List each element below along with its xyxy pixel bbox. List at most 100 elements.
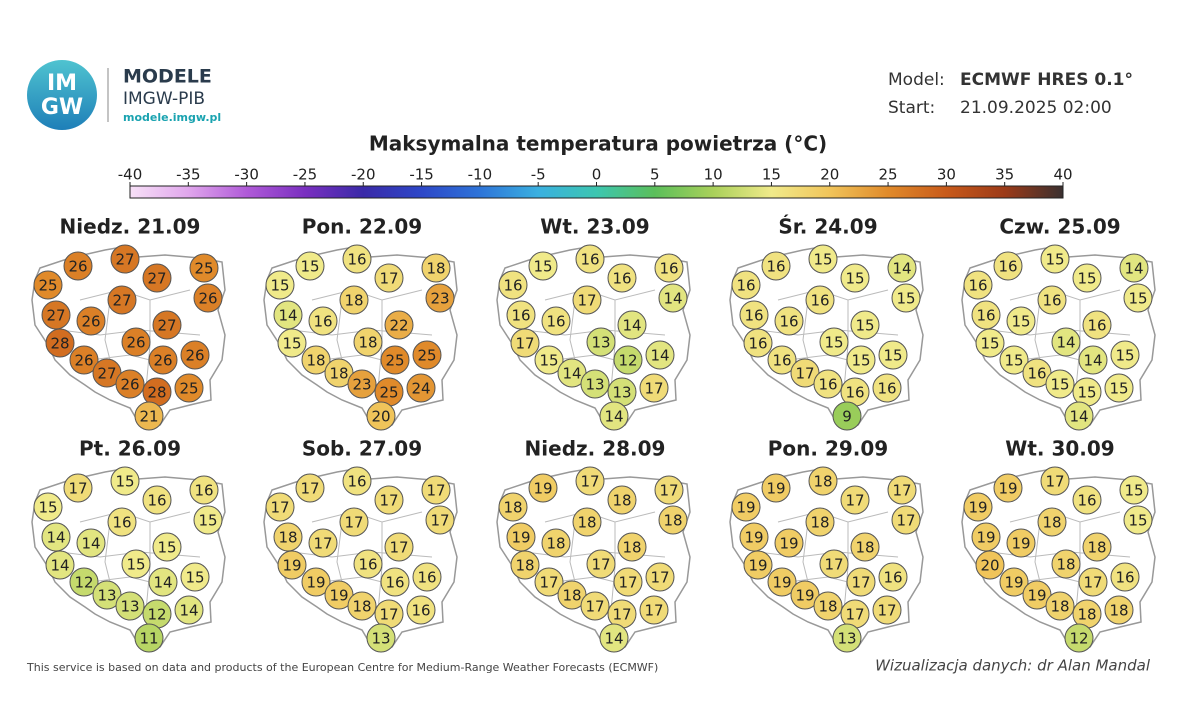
station-value: 19 — [533, 480, 552, 498]
station-value: 15 — [1128, 512, 1147, 530]
station-value: 19 — [511, 529, 530, 547]
colorbar-label: 5 — [650, 166, 660, 184]
station-value: 16 — [417, 569, 436, 587]
station-value: 27 — [115, 251, 134, 269]
station-marker — [887, 475, 917, 505]
station-value: 18 — [663, 512, 682, 530]
station-value: 18 — [426, 260, 445, 278]
station-marker — [342, 466, 372, 496]
start: 21.09.2025 02:00 — [960, 98, 1112, 118]
colorbar — [129, 185, 1064, 199]
station-marker — [658, 505, 688, 535]
station-value: 25 — [194, 260, 213, 278]
station-marker — [142, 485, 172, 515]
logo-text: IM — [47, 71, 77, 96]
station-value: 11 — [139, 630, 158, 648]
colorbar-label: 20 — [820, 166, 839, 184]
colorbar-label: -25 — [293, 166, 318, 184]
station-value: 16 — [818, 376, 837, 394]
station-marker — [891, 283, 921, 313]
station-value: 18 — [358, 334, 377, 352]
station-value: 16 — [347, 473, 366, 491]
station-marker — [510, 328, 540, 358]
station-value: 25 — [179, 380, 198, 398]
station-value: 26 — [74, 352, 93, 370]
station-value: 14 — [278, 307, 297, 325]
credit: Wizualizacja danych: dr Alan Mandal — [875, 657, 1151, 675]
station-value: 13 — [612, 384, 631, 402]
map-date: Pon. 29.09 — [768, 437, 888, 461]
station-value: 12 — [147, 606, 166, 624]
station-marker — [425, 505, 455, 535]
station-value: 20 — [980, 557, 999, 575]
station-marker — [840, 485, 870, 515]
station-value: 17 — [344, 514, 363, 532]
station-marker — [580, 369, 610, 399]
station-marker — [819, 549, 849, 579]
station-marker — [1045, 591, 1075, 621]
station-value: 18 — [503, 499, 522, 517]
station-value: 26 — [126, 334, 145, 352]
station-value: 14 — [1069, 408, 1088, 426]
colorbar-label: 35 — [995, 166, 1014, 184]
station-marker — [1040, 466, 1070, 496]
station-marker — [617, 532, 647, 562]
colorbar-label: -40 — [118, 166, 143, 184]
station-value: 13 — [837, 630, 856, 648]
station-value: 15 — [1109, 380, 1128, 398]
station-marker — [366, 401, 396, 431]
station-value: 19 — [736, 499, 755, 517]
station-value: 27 — [147, 270, 166, 288]
station-marker — [110, 244, 140, 274]
station-marker — [639, 595, 669, 625]
station-marker — [774, 306, 804, 336]
station-value: 23 — [430, 290, 449, 308]
station-value: 19 — [772, 574, 791, 592]
station-value: 15 — [300, 258, 319, 276]
station-value: 15 — [851, 352, 870, 370]
station-value: 14 — [46, 529, 65, 547]
station-marker — [342, 244, 372, 274]
station-value: 14 — [1083, 352, 1102, 370]
station-value: 18 — [329, 365, 348, 383]
station-marker — [541, 528, 571, 558]
station-value: 13 — [591, 334, 610, 352]
station-value: 26 — [81, 313, 100, 331]
station-marker — [1104, 595, 1134, 625]
station-marker — [273, 300, 303, 330]
station-marker — [808, 466, 838, 496]
station-marker — [189, 475, 219, 505]
station-value: 16 — [612, 270, 631, 288]
station-value: 27 — [97, 365, 116, 383]
colorbar-label: 0 — [592, 166, 602, 184]
station-value: 15 — [1004, 352, 1023, 370]
station-marker — [887, 253, 917, 283]
station-marker — [189, 253, 219, 283]
station-marker — [295, 251, 325, 281]
station-marker — [347, 369, 377, 399]
station-marker — [1123, 505, 1153, 535]
station-value: 17 — [618, 574, 637, 592]
station-marker — [613, 567, 643, 597]
station-value: 17 — [650, 569, 669, 587]
colorbar-label: -30 — [234, 166, 259, 184]
station-marker — [421, 253, 451, 283]
station-marker — [295, 473, 325, 503]
station-value: 26 — [198, 290, 217, 308]
station-marker — [607, 485, 637, 515]
station-value: 15 — [115, 473, 134, 491]
station-value: 14 — [562, 365, 581, 383]
station-value: 16 — [503, 277, 522, 295]
station-value: 22 — [389, 317, 408, 335]
brand: MODELE — [123, 66, 212, 88]
station-value: 17 — [851, 574, 870, 592]
station-marker — [654, 475, 684, 505]
station-marker — [265, 270, 295, 300]
station-value: 17 — [300, 480, 319, 498]
station-value: 15 — [1115, 347, 1134, 365]
colorbar-label: 25 — [879, 166, 898, 184]
station-value: 16 — [1077, 492, 1096, 510]
station-value: 27 — [46, 307, 65, 325]
station-marker — [832, 623, 862, 653]
